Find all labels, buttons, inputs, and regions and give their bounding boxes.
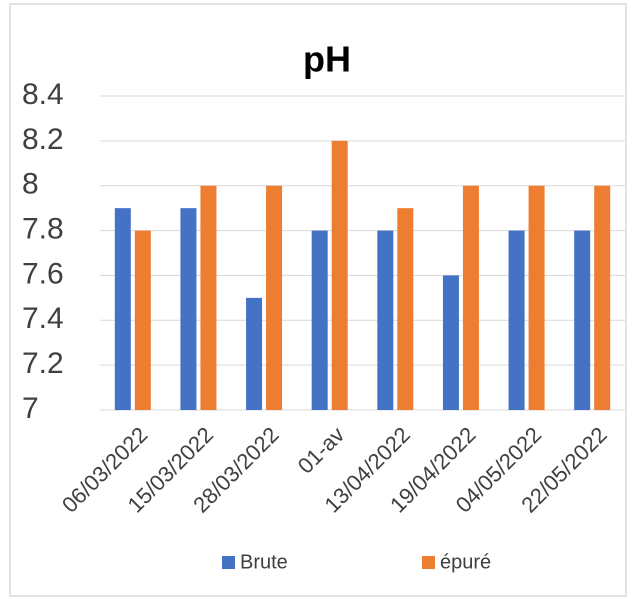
bar bbox=[508, 230, 525, 410]
y-tick-label: 7 bbox=[22, 392, 39, 425]
bar bbox=[200, 185, 217, 410]
y-tick-label: 8.4 bbox=[22, 78, 64, 111]
bar bbox=[311, 230, 328, 410]
bar bbox=[594, 185, 611, 410]
legend-swatch bbox=[222, 556, 235, 569]
y-tick-label: 7.2 bbox=[22, 347, 64, 380]
legend-label: Brute bbox=[240, 551, 288, 573]
y-tick-label: 7.4 bbox=[22, 302, 64, 335]
bar bbox=[266, 185, 283, 410]
bar bbox=[331, 140, 348, 410]
bar bbox=[528, 185, 545, 410]
bar bbox=[180, 208, 197, 410]
y-tick-label: 8 bbox=[22, 168, 39, 201]
bar bbox=[397, 208, 414, 410]
y-tick-label: 7.8 bbox=[22, 212, 64, 245]
y-tick-label: 8.2 bbox=[22, 123, 64, 156]
bar bbox=[462, 185, 479, 410]
legend-label: épuré bbox=[440, 551, 491, 573]
bar bbox=[134, 230, 151, 410]
y-tick-label: 7.6 bbox=[22, 257, 64, 290]
bar bbox=[574, 230, 591, 410]
bar bbox=[114, 208, 131, 410]
bar bbox=[246, 297, 263, 410]
bar bbox=[442, 275, 459, 410]
bar bbox=[377, 230, 394, 410]
chart-title: pH bbox=[303, 39, 351, 80]
legend-swatch bbox=[422, 556, 435, 569]
